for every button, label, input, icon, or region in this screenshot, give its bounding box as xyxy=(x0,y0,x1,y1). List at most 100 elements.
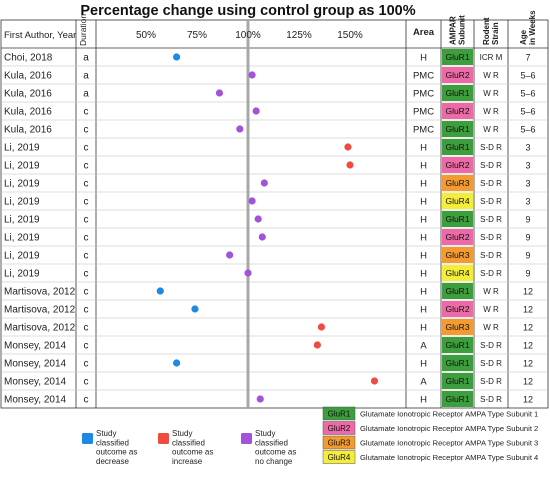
table-row: Li, 2019 c H GluR4 S-D R 3 xyxy=(4,193,531,209)
table-row: Li, 2019 c H GluR1 S-D R 9 xyxy=(4,211,531,227)
strain-cell: S-D R xyxy=(480,161,502,170)
column-header-area: Area xyxy=(413,27,435,38)
outcome-legend-swatch xyxy=(158,433,169,444)
table-row: Li, 2019 c H GluR3 S-D R 3 xyxy=(4,175,531,191)
area-cell: PMC xyxy=(413,125,434,136)
age-cell: 3 xyxy=(525,161,530,171)
data-point xyxy=(248,197,256,205)
duration-cell: c xyxy=(84,107,89,118)
strain-cell: S-D R xyxy=(480,233,502,242)
subunit-legend-swatch xyxy=(322,450,356,464)
data-point xyxy=(173,53,181,61)
author-cell: Monsey, 2014 xyxy=(4,377,67,388)
outcome-legend-label: Study classified outcome as increase xyxy=(172,429,213,466)
outcome-legend-swatch xyxy=(82,433,93,444)
age-cell: 3 xyxy=(525,179,530,189)
subunit-swatch xyxy=(442,157,473,173)
outcome-legend-item: Study classified outcome as decrease xyxy=(82,429,137,466)
age-cell: 5–6 xyxy=(520,125,535,135)
subunit-swatch xyxy=(442,211,473,227)
subunit-legend-label: Glutamate Ionotropic Receptor AMPA Type … xyxy=(360,439,538,448)
table-row: Li, 2019 c H GluR4 S-D R 9 xyxy=(4,265,531,281)
column-header-strain: RodentStrain xyxy=(482,17,500,45)
strain-cell: S-D R xyxy=(480,395,502,404)
duration-cell: c xyxy=(84,359,89,370)
area-cell: H xyxy=(420,53,427,64)
subunit-legend-swatch xyxy=(322,406,356,421)
area-cell: H xyxy=(420,323,427,334)
x-tick-label: 100% xyxy=(235,30,261,41)
age-cell: 7 xyxy=(525,53,530,63)
table-row: Martisova, 2012 c H GluR1 W R 12 xyxy=(4,283,533,299)
x-tick-label: 75% xyxy=(187,30,207,41)
table-row: Li, 2019 c H GluR2 S-D R 3 xyxy=(4,157,531,173)
duration-cell: c xyxy=(84,197,89,208)
subunit-swatch xyxy=(442,373,473,389)
subunit-legend-label: Glutamate Ionotropic Receptor AMPA Type … xyxy=(360,424,538,433)
duration-cell: c xyxy=(84,251,89,262)
area-cell: H xyxy=(420,251,427,262)
area-cell: A xyxy=(420,377,427,388)
age-cell: 5–6 xyxy=(520,107,535,117)
age-cell: 12 xyxy=(523,305,533,315)
author-cell: Li, 2019 xyxy=(4,197,40,208)
author-cell: Kula, 2016 xyxy=(4,89,52,100)
data-point xyxy=(254,215,262,223)
table-row: Monsey, 2014 c H GluR1 S-D R 12 xyxy=(4,355,533,371)
subunit-swatch xyxy=(442,229,473,245)
area-cell: H xyxy=(420,161,427,172)
column-header-author: First Author, Year xyxy=(4,30,76,41)
strain-cell: S-D R xyxy=(480,251,502,260)
x-tick-label: 150% xyxy=(337,30,363,41)
subunit-cell: GluR4 xyxy=(445,196,469,206)
subunit-legend-code: GluR3 xyxy=(328,439,351,448)
duration-cell: c xyxy=(84,341,89,352)
strain-cell: W R xyxy=(483,287,499,296)
duration-cell: c xyxy=(84,125,89,136)
table-row: Kula, 2016 c PMC GluR2 W R 5–6 xyxy=(4,103,536,119)
area-cell: H xyxy=(420,143,427,154)
age-cell: 12 xyxy=(523,359,533,369)
strain-cell: W R xyxy=(483,71,499,80)
strain-cell: S-D R xyxy=(480,179,502,188)
subunit-cell: GluR1 xyxy=(445,124,469,134)
duration-cell: c xyxy=(84,305,89,316)
subunit-cell: GluR1 xyxy=(445,52,469,62)
author-cell: Li, 2019 xyxy=(4,179,40,190)
duration-cell: c xyxy=(84,143,89,154)
x-tick-label: 125% xyxy=(286,30,312,41)
chart-title: Percentage change using control group as… xyxy=(80,3,415,19)
area-cell: H xyxy=(420,305,427,316)
table-row: Martisova, 2012 c H GluR3 W R 12 xyxy=(4,319,533,335)
subunit-swatch xyxy=(442,265,473,281)
subunit-cell: GluR1 xyxy=(445,286,469,296)
table-row: Kula, 2016 a PMC GluR1 W R 5–6 xyxy=(4,85,536,101)
author-cell: Li, 2019 xyxy=(4,161,40,172)
subunit-legend-item: GluR1 Glutamate Ionotropic Receptor AMPA … xyxy=(322,406,538,421)
data-point xyxy=(252,107,260,115)
table-row: Kula, 2016 c PMC GluR1 W R 5–6 xyxy=(4,121,536,137)
data-point xyxy=(248,71,256,79)
subunit-cell: GluR1 xyxy=(445,214,469,224)
age-cell: 12 xyxy=(523,395,533,405)
subunit-swatch xyxy=(442,139,473,155)
area-cell: H xyxy=(420,233,427,244)
strain-cell: W R xyxy=(483,89,499,98)
column-header-duration: Duration xyxy=(78,14,88,46)
age-cell: 3 xyxy=(525,197,530,207)
data-point xyxy=(173,359,181,367)
subunit-swatch xyxy=(442,193,473,209)
author-cell: Li, 2019 xyxy=(4,251,40,262)
age-cell: 12 xyxy=(523,287,533,297)
author-cell: Martisova, 2012 xyxy=(4,323,76,334)
strain-cell: W R xyxy=(483,305,499,314)
subunit-legend-item: GluR4 Glutamate Ionotropic Receptor AMPA … xyxy=(322,450,538,464)
area-cell: H xyxy=(420,269,427,280)
duration-cell: c xyxy=(84,215,89,226)
age-cell: 3 xyxy=(525,143,530,153)
data-point xyxy=(244,269,252,277)
area-cell: H xyxy=(420,179,427,190)
subunit-cell: GluR4 xyxy=(445,268,469,278)
area-cell: PMC xyxy=(413,107,434,118)
